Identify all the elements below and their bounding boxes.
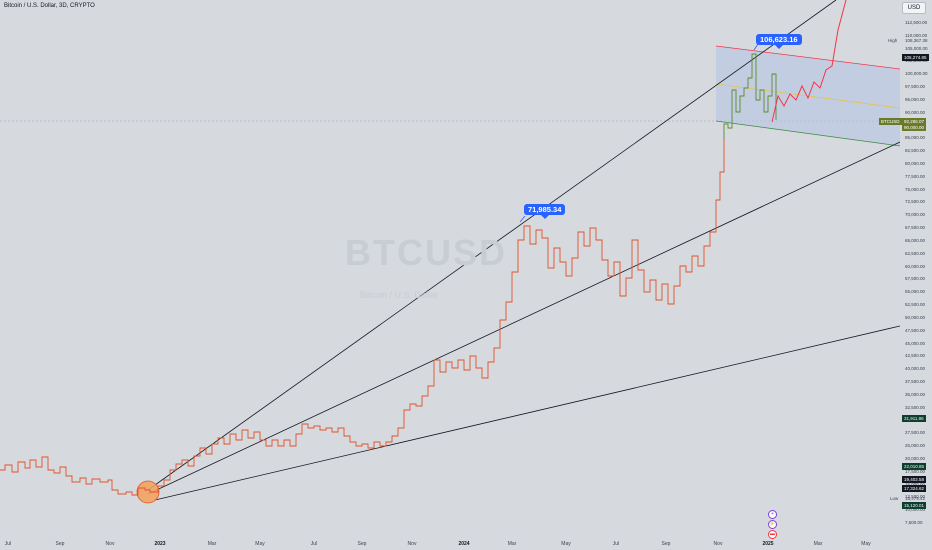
- price-tick: 112,500.00: [905, 20, 928, 25]
- projection-line: [771, 0, 847, 123]
- price-tick: 35,000.00: [905, 391, 926, 397]
- current-price-sub-tag: 90,000.00: [902, 124, 927, 131]
- price-tick: 42,500.00: [905, 353, 926, 359]
- price-chart[interactable]: [0, 0, 900, 540]
- price-tick: 45,000.00: [905, 340, 926, 346]
- price-tick: 15,000.00: [905, 482, 925, 487]
- price-tick: 37,500.00: [905, 378, 926, 384]
- price-tick: 47,500.00: [905, 327, 926, 333]
- time-tick: May: [861, 541, 871, 547]
- price-tag-31k: 31,911.86: [902, 415, 926, 422]
- time-tick: Sep: [661, 541, 671, 547]
- trendline-lower: [154, 325, 900, 501]
- price-tick: 100,000.00: [905, 71, 928, 77]
- price-tick: 57,500.00: [905, 276, 926, 282]
- high-value: 108,367.38: [905, 38, 928, 43]
- price-tick: 85,000.00: [905, 135, 926, 141]
- event-plus-icon[interactable]: +: [768, 510, 777, 519]
- chart-title: Bitcoin / U.S. Dollar, 3D, CRYPTO: [4, 3, 95, 9]
- price-tick: 95,000.00: [905, 96, 926, 102]
- price-tick: 70,000.00: [905, 212, 926, 218]
- time-tick: Nov: [713, 541, 723, 547]
- time-tick: 2025: [762, 541, 774, 547]
- high-label: High: [888, 38, 898, 43]
- price-tick: 110,000.00: [905, 32, 928, 38]
- price-tick: 62,500.00: [905, 250, 926, 256]
- price-tick: 27,500.00: [905, 430, 926, 436]
- time-tick: May: [255, 541, 265, 547]
- watermark-subtitle: Bitcoin / U.S. Dollar: [360, 290, 439, 300]
- time-tick: Nov: [407, 541, 417, 547]
- price-tick: 82,500.00: [905, 148, 926, 154]
- price-tick: 60,000.00: [905, 263, 926, 269]
- current-price-tag: 92,286.07: [902, 118, 927, 125]
- time-tick: Sep: [357, 541, 367, 547]
- channel-top-line: [715, 45, 900, 70]
- time-tick: 2023: [154, 541, 166, 547]
- price-tick: 20,000.00: [905, 455, 926, 461]
- callout-peak-2024: 71,985.34: [524, 204, 566, 219]
- time-tick: May: [561, 541, 571, 547]
- channel-bottom-line: [715, 120, 900, 147]
- price-tag-22k: 22,010.85: [902, 463, 927, 470]
- price-series-line: [0, 140, 725, 496]
- price-tag-15k: 15,120.01: [902, 502, 927, 509]
- price-tick: 25,000.00: [905, 443, 926, 449]
- time-axis[interactable]: Jul Sep Nov 2023 Mar May Jul Sep Nov 2024 Mar May Ju…: [0, 540, 900, 550]
- price-tick: 75,000.00: [905, 186, 926, 192]
- time-tick: Sep: [55, 541, 65, 547]
- price-tick: 50,000.00: [905, 314, 926, 320]
- callout-stem-2025: [753, 43, 759, 51]
- callout-peak-2025: 106,623.16: [756, 34, 802, 49]
- trendline-middle: [147, 141, 900, 495]
- recent-series-line: [723, 53, 777, 140]
- pivot-marker[interactable]: [136, 480, 160, 504]
- price-tick: 17,500.00: [905, 468, 926, 474]
- price-tick: 105,000.00: [905, 45, 928, 51]
- time-tick: Nov: [105, 541, 115, 547]
- price-tick: 72,500.00: [905, 199, 926, 205]
- price-tick: 67,500.00: [905, 225, 926, 231]
- callout-stem-2024: [519, 215, 526, 223]
- price-tick: 40,000.00: [905, 366, 926, 372]
- price-tag-19k: 19,402.58: [902, 476, 927, 483]
- price-tag-mark: 105,274.85: [902, 54, 929, 61]
- currency-button[interactable]: USD: [902, 2, 926, 14]
- watermark-symbol: BTCUSD: [345, 232, 507, 273]
- price-tick: 52,500.00: [905, 302, 926, 308]
- time-tick: Jul: [310, 541, 318, 547]
- price-tick: 12,500.00: [905, 494, 926, 500]
- time-tick: Mar: [207, 541, 217, 547]
- time-tick: Mar: [813, 541, 823, 547]
- price-tag-17k: 17,324.62: [902, 485, 927, 492]
- price-tick: 7,500.00: [905, 520, 923, 525]
- price-tick: 77,500.00: [905, 173, 926, 179]
- time-tick: Jul: [4, 541, 12, 547]
- price-tick: 10,000.00: [905, 507, 926, 513]
- price-tick: 55,000.00: [905, 289, 926, 295]
- low-value: 15,479.42: [905, 496, 926, 501]
- symbol-tag: BTCUSD: [879, 118, 902, 125]
- time-tick: Mar: [507, 541, 517, 547]
- time-tick: 2024: [458, 541, 470, 547]
- trendline-upper: [147, 0, 837, 491]
- event-flag-icon[interactable]: ▬: [768, 530, 777, 539]
- price-tick: 80,000.00: [905, 161, 926, 167]
- low-label: Low: [890, 496, 899, 501]
- time-tick: Jul: [612, 541, 620, 547]
- price-tick: 65,000.00: [905, 237, 926, 243]
- price-tick: 90,000.00: [905, 109, 926, 115]
- price-tick: 97,500.00: [905, 84, 926, 90]
- event-lightning-icon[interactable]: ⚡: [768, 520, 777, 529]
- price-tick: 32,500.00: [905, 404, 926, 410]
